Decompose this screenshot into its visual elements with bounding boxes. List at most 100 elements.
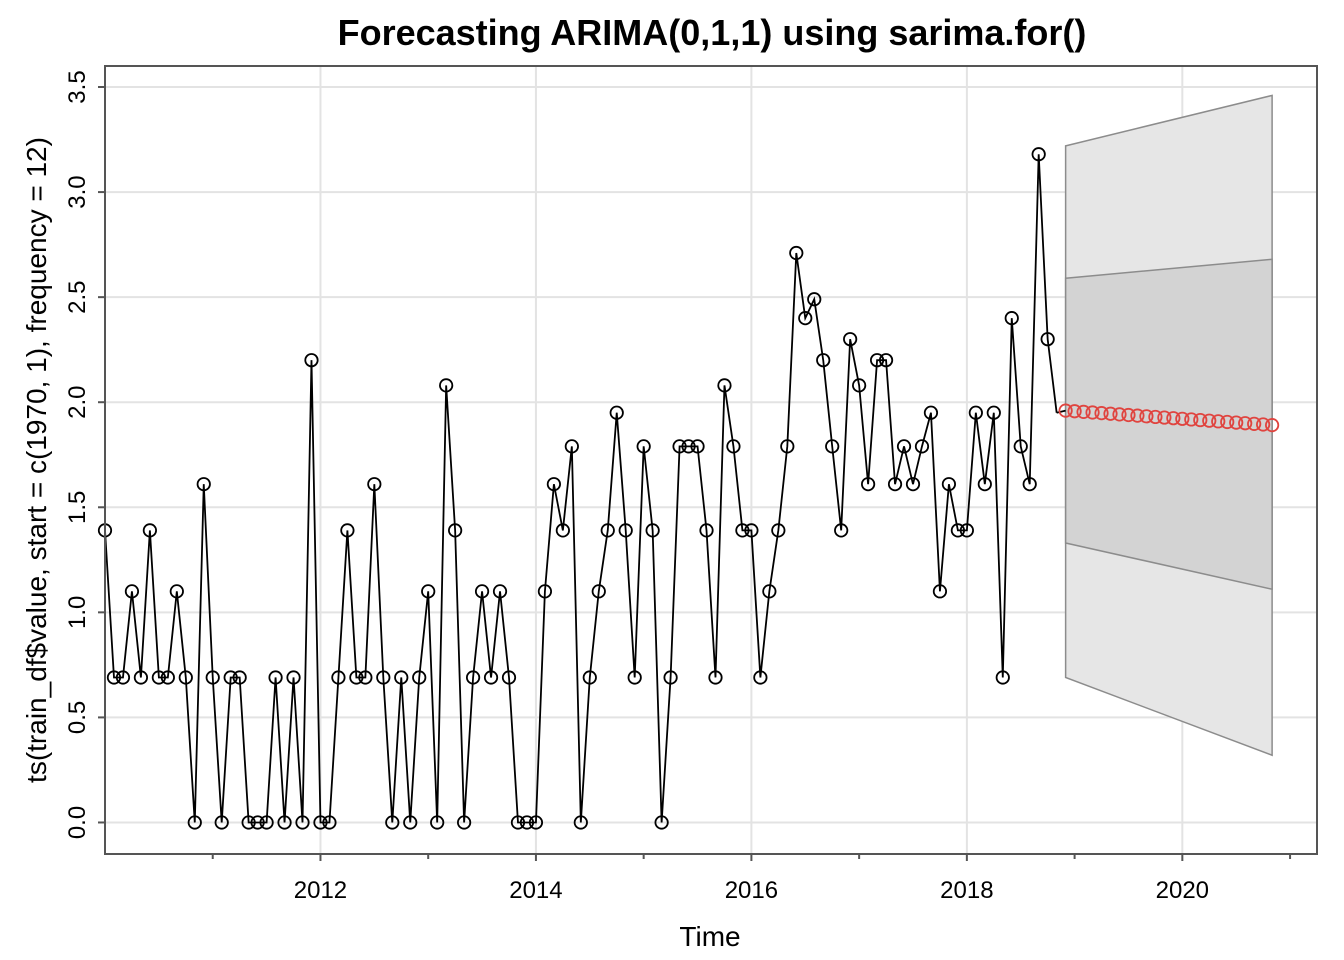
data-point xyxy=(681,439,696,454)
data-point xyxy=(618,523,633,538)
data-point xyxy=(1040,332,1055,347)
forecast-point xyxy=(1067,404,1082,419)
data-point xyxy=(501,670,517,685)
forecast-point xyxy=(1076,404,1091,419)
forecast-point xyxy=(1058,403,1073,418)
data-point xyxy=(492,584,508,599)
data-point xyxy=(834,523,849,538)
x-axis-label: Time xyxy=(679,921,740,952)
data-point xyxy=(439,378,454,393)
x-tick-label: 2012 xyxy=(294,877,347,904)
forecast-point xyxy=(1094,406,1109,421)
data-point xyxy=(331,670,346,685)
series-layer xyxy=(97,147,1280,830)
y-tick-label: 0.5 xyxy=(64,701,91,734)
data-point xyxy=(115,670,131,685)
data-point xyxy=(250,815,265,830)
data-point xyxy=(636,439,651,454)
data-point xyxy=(735,523,750,538)
data-point xyxy=(878,353,894,368)
data-point xyxy=(187,815,202,830)
data-point xyxy=(313,815,328,830)
data-point xyxy=(555,523,570,538)
data-point xyxy=(986,405,1001,420)
data-point xyxy=(214,815,229,830)
data-point xyxy=(995,670,1010,685)
data-point xyxy=(950,523,965,538)
data-point xyxy=(403,815,418,830)
data-point xyxy=(385,815,400,830)
axes: 2012 2014 2016 2018 2020 0.0 0.5 1.0 1.5 2.0 2.5 3.… xyxy=(64,70,1292,904)
forecast-point xyxy=(1166,411,1181,426)
data-point xyxy=(968,405,983,420)
data-point xyxy=(304,353,319,368)
data-point xyxy=(672,439,687,454)
data-point xyxy=(133,670,149,685)
data-point xyxy=(367,477,382,492)
data-point xyxy=(573,815,588,830)
data-point xyxy=(358,670,373,685)
y-tick-label: 3.0 xyxy=(64,175,91,208)
data-point xyxy=(205,670,220,685)
data-point xyxy=(349,670,364,685)
data-point xyxy=(627,670,642,685)
x-tick-label: 2018 xyxy=(940,877,993,904)
data-point xyxy=(178,670,193,685)
data-point xyxy=(852,378,867,393)
forecast-point xyxy=(1157,410,1172,425)
data-point xyxy=(277,815,292,830)
data-point xyxy=(726,439,741,454)
forecast-point xyxy=(1085,405,1100,420)
y-tick-label: 0.0 xyxy=(64,806,91,839)
data-point xyxy=(376,670,391,685)
data-point xyxy=(825,439,840,454)
data-point xyxy=(465,670,481,685)
data-point xyxy=(816,353,831,368)
data-point xyxy=(645,523,660,538)
data-point xyxy=(780,439,795,454)
data-point xyxy=(896,439,912,454)
chart-title: Forecasting ARIMA(0,1,1) using sarima.fo… xyxy=(338,12,1087,53)
data-point xyxy=(474,584,490,599)
data-point xyxy=(564,439,579,454)
data-point xyxy=(609,405,624,420)
data-point xyxy=(591,584,606,599)
data-point xyxy=(223,670,238,685)
data-point xyxy=(762,584,777,599)
y-axis-label: ts(train_df$value, start = c(1970, 1), f… xyxy=(21,137,52,783)
data-point xyxy=(843,332,858,347)
data-point xyxy=(699,523,714,538)
forecast-point xyxy=(1265,418,1280,433)
forecast-point xyxy=(1220,414,1235,430)
data-point xyxy=(905,477,921,492)
data-point xyxy=(160,670,175,685)
forecast-point xyxy=(1256,417,1271,432)
forecast-point xyxy=(1175,411,1190,426)
data-point xyxy=(268,670,283,685)
data-point xyxy=(807,292,822,307)
forecast-connector xyxy=(1056,409,1066,414)
x-tick-label: 2020 xyxy=(1156,877,1209,904)
data-point xyxy=(457,815,472,830)
plot-frame xyxy=(104,65,1318,855)
data-point xyxy=(861,477,876,492)
data-point xyxy=(169,584,184,599)
prediction-band-inner xyxy=(1064,258,1273,591)
data-point xyxy=(394,670,409,685)
y-tick-label: 1.0 xyxy=(64,596,91,629)
data-point xyxy=(259,815,274,830)
data-point xyxy=(798,311,813,326)
data-point xyxy=(932,584,948,599)
data-point xyxy=(1031,147,1046,162)
data-point xyxy=(941,477,957,492)
data-point xyxy=(340,523,355,538)
forecast-point xyxy=(1130,408,1145,423)
data-point xyxy=(914,439,930,454)
forecast-point xyxy=(1193,412,1208,428)
data-point xyxy=(430,815,445,830)
data-point xyxy=(600,523,615,538)
y-tick-label: 2.0 xyxy=(64,386,91,419)
data-point xyxy=(546,477,561,492)
data-point xyxy=(753,670,768,685)
